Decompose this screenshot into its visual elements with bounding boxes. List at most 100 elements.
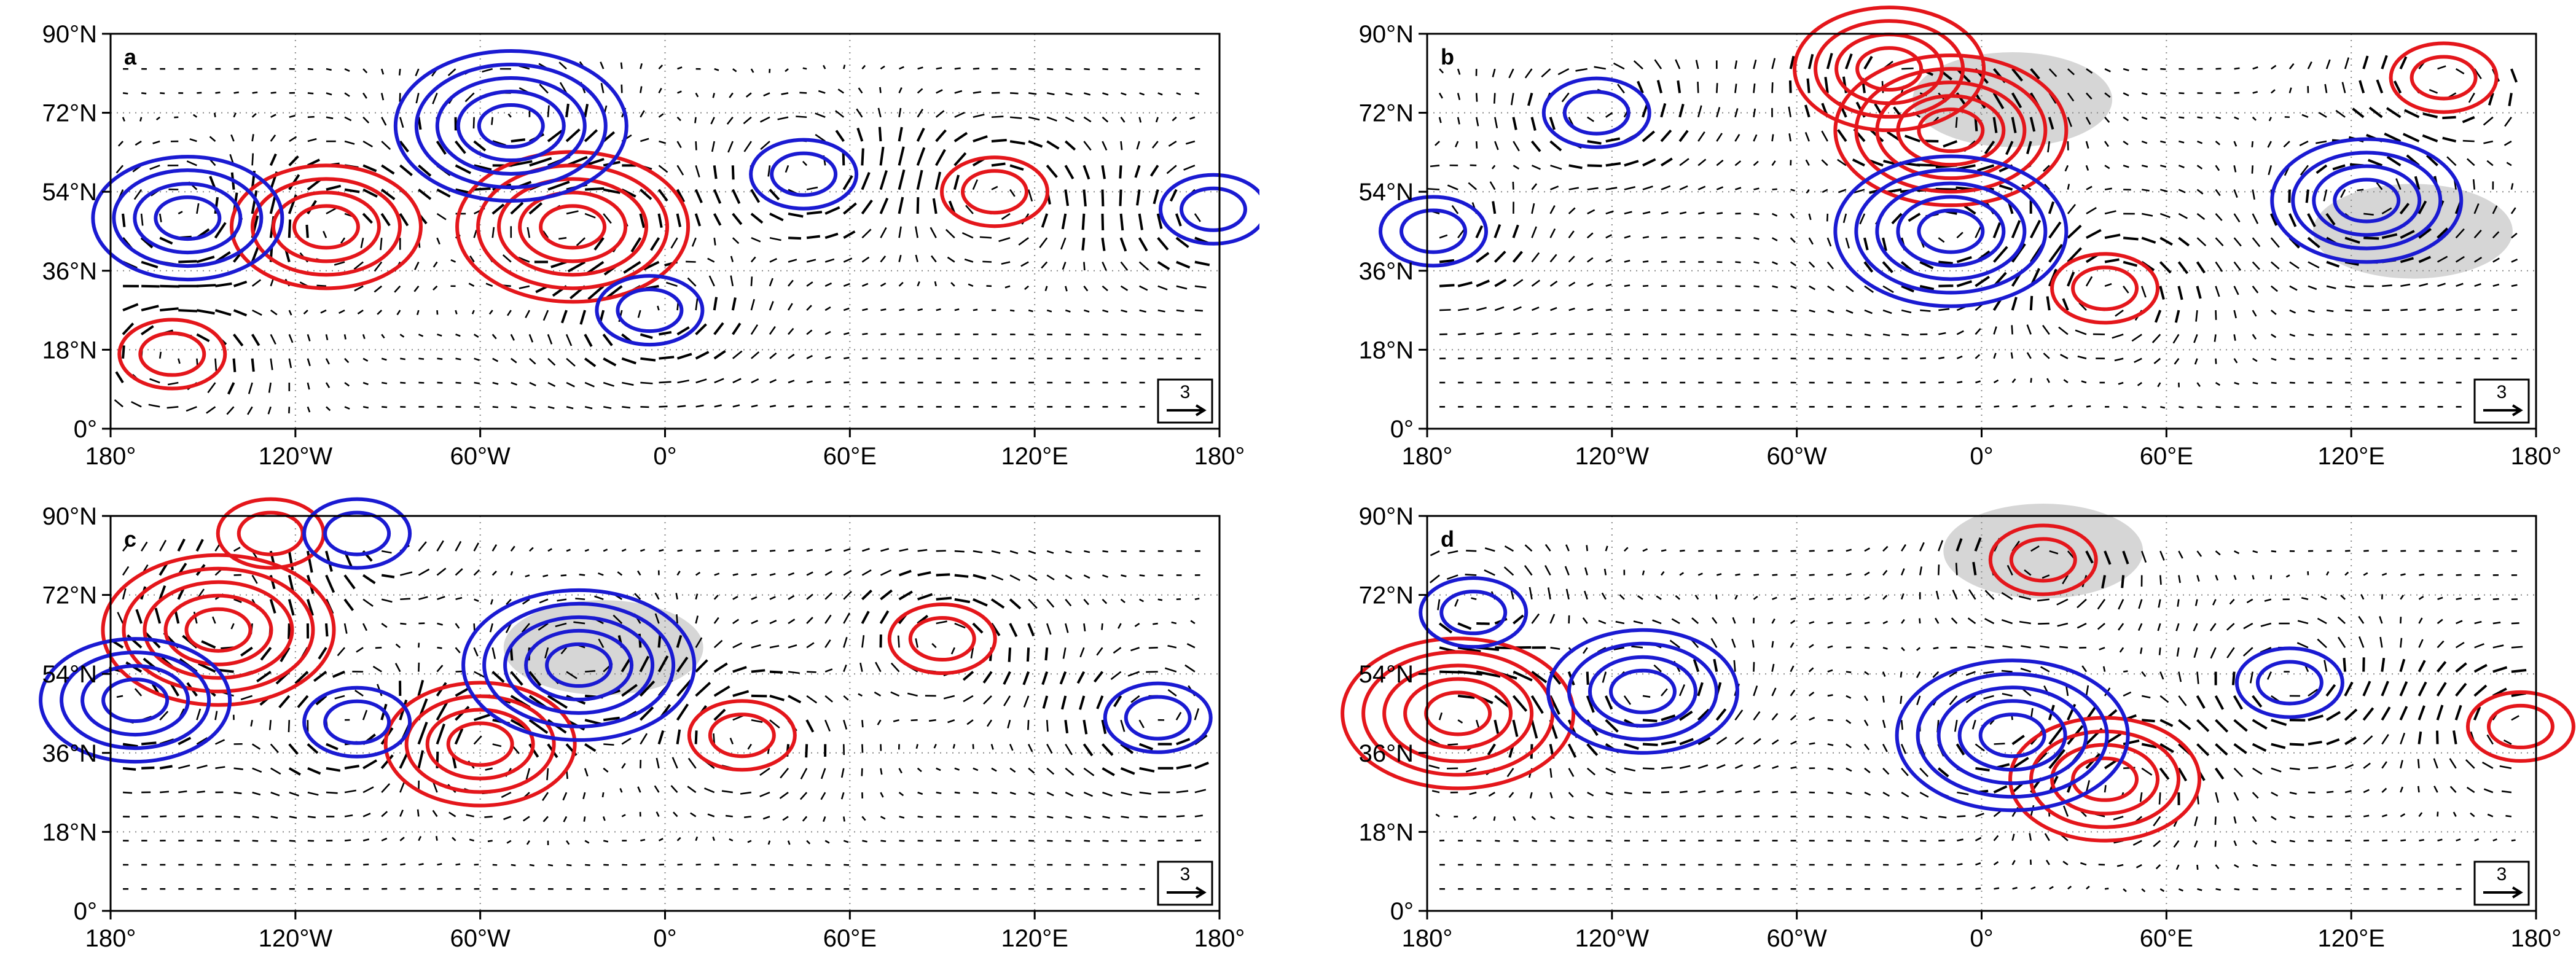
wind-vector: [880, 309, 886, 310]
wind-vector: [1938, 382, 1944, 383]
wind-vector: [1791, 792, 1796, 793]
panel-letter: c: [124, 526, 136, 552]
lon-label: 180°: [1402, 443, 1453, 470]
lon-label: 60°W: [1767, 925, 1827, 952]
wind-vector: [659, 357, 674, 359]
wind-vector: [1158, 599, 1162, 600]
wind-vector: [1772, 575, 1778, 576]
wind-vector: [1791, 575, 1796, 576]
wind-vector: [1791, 334, 1796, 335]
wind-vector: [678, 550, 683, 552]
wind-vector: [770, 550, 775, 551]
wind-vector: [1439, 285, 1454, 286]
wind-vector: [2418, 759, 2419, 768]
wind-vector: [380, 238, 382, 250]
wind-vector: [1809, 575, 1815, 576]
wind-vector: [2363, 551, 2369, 552]
wind-vector: [1901, 720, 1903, 730]
wind-vector: [382, 864, 387, 865]
wind-vector: [197, 792, 205, 793]
wind-vector: [676, 614, 677, 623]
wind-vector: [558, 238, 566, 239]
wind-vector: [733, 551, 738, 552]
wind-vector: [253, 92, 258, 93]
wind-vector: [2142, 407, 2146, 408]
wind-vector: [326, 623, 327, 636]
wind-vector: [1466, 550, 1476, 551]
wind-vector: [1010, 816, 1016, 817]
wind-vector: [2438, 575, 2443, 576]
wind-vector: [1901, 696, 1902, 704]
wind-vector: [1828, 574, 1833, 575]
wind-vector: [844, 357, 849, 359]
wind-vector: [1735, 84, 1736, 93]
wind-vector: [1920, 358, 1926, 359]
wind-vector: [1643, 236, 1649, 238]
lat-label: 36°N: [1359, 258, 1414, 285]
wind-vector: [936, 598, 952, 599]
lon-label: 120°W: [259, 443, 333, 470]
wind-vector: [1680, 792, 1688, 793]
wind-vector: [141, 743, 156, 744]
wind-vector: [1846, 647, 1852, 648]
lat-label: 36°N: [42, 258, 97, 285]
wind-vector: [936, 574, 950, 575]
wind-vector: [167, 407, 179, 408]
lon-label: 120°E: [2317, 925, 2384, 952]
wind-vector: [1661, 550, 1666, 551]
wind-vector: [1102, 214, 1103, 230]
lon-label: 60°E: [823, 443, 877, 470]
wind-vector: [733, 165, 734, 179]
wind-vector: [1513, 182, 1514, 190]
wind-vector: [862, 744, 863, 753]
wind-vector: [2011, 353, 2013, 359]
wind-vector: [2216, 889, 2221, 890]
wind-vector: [844, 382, 849, 383]
wind-vector: [2178, 599, 2179, 607]
wind-vector: [253, 816, 259, 818]
wind-vector: [1195, 93, 1199, 94]
wind-vector: [955, 792, 960, 793]
wind-vector: [178, 261, 197, 262]
lat-label: 72°N: [42, 582, 97, 609]
wind-vector: [880, 127, 881, 141]
wind-vector: [751, 670, 765, 671]
wind-vector: [2400, 840, 2406, 841]
wind-vector: [2382, 840, 2387, 841]
wind-vector: [2123, 238, 2138, 239]
wind-vector: [1158, 334, 1164, 335]
wind-vector: [1828, 334, 1834, 335]
panel-letter: d: [1441, 526, 1454, 552]
wind-vector: [1753, 84, 1755, 93]
wind-vector: [437, 647, 442, 648]
wind-vector: [1121, 334, 1127, 335]
wind-vector: [2253, 575, 2254, 579]
wind-vector: [2215, 334, 2216, 342]
wind-vector: [1717, 213, 1723, 214]
wind-vector: [2179, 407, 2183, 408]
wind-vector: [1153, 623, 1157, 624]
wind-vector: [2104, 666, 2105, 672]
wind-vector: [807, 212, 822, 214]
lat-label: 90°N: [42, 21, 97, 48]
wind-vector: [1084, 334, 1089, 335]
wind-vector: [622, 407, 630, 408]
wind-vector: [1176, 310, 1184, 311]
wind-vector: [579, 574, 585, 575]
wind-vector: [2160, 117, 2166, 119]
wind-vector: [973, 792, 979, 793]
wind-vector: [400, 864, 405, 865]
wind-vector: [2031, 296, 2032, 310]
wind-vector: [1956, 117, 1957, 128]
wind-vector: [1772, 135, 1774, 141]
wind-vector: [2400, 617, 2401, 623]
wind-vector: [1938, 262, 1952, 263]
wind-vector: [1772, 189, 1777, 190]
lat-label: 54°N: [1359, 661, 1414, 688]
wind-vector: [2142, 720, 2155, 721]
wind-vector: [992, 163, 1005, 165]
vector-key-value: 3: [2497, 864, 2507, 884]
wind-vector: [1587, 165, 1602, 166]
